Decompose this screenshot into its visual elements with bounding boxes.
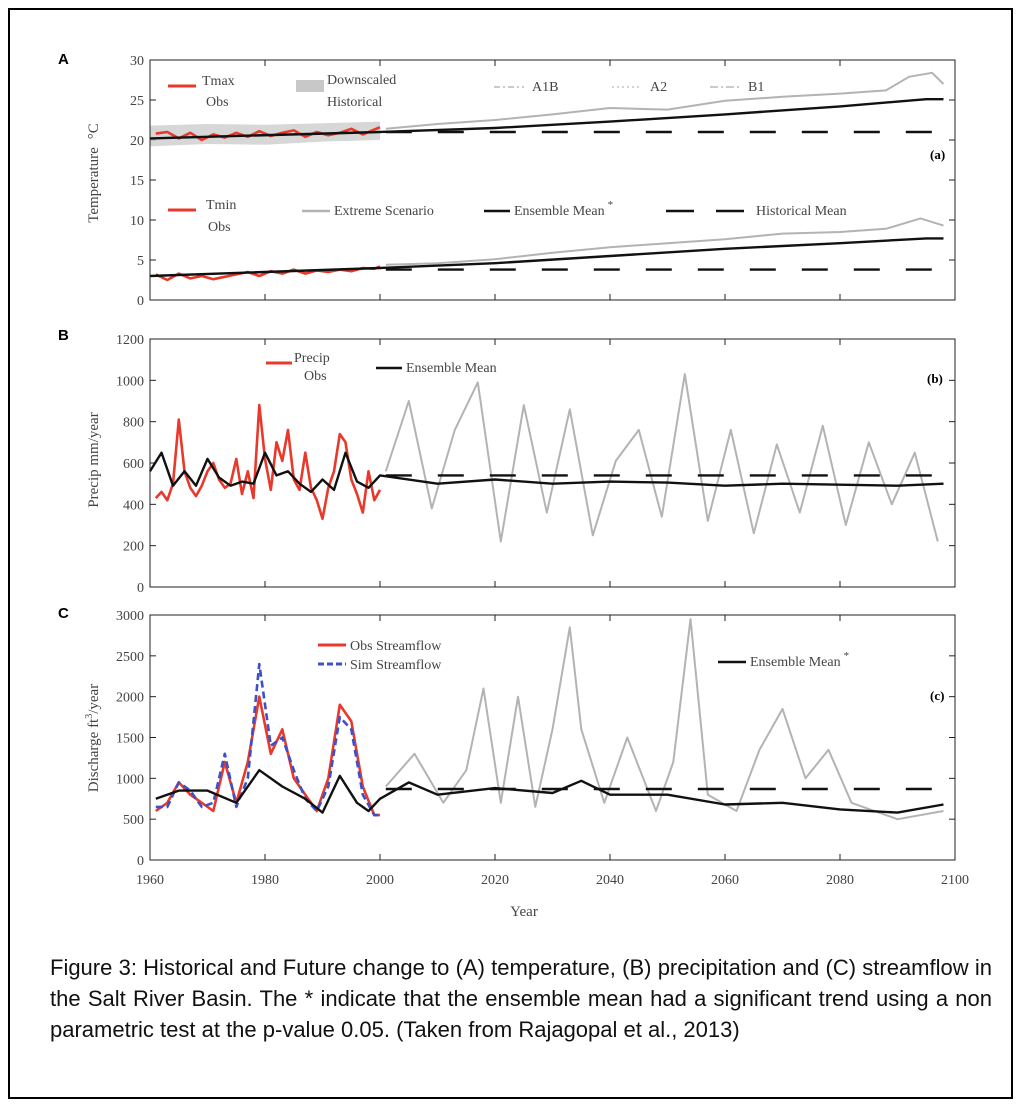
panel-b-letter: B [58,327,69,344]
panel-c-ylabel-sup: 3 [84,714,95,719]
legend-c-ensemble-star: * [844,650,850,662]
panel-a-lines [149,71,945,282]
panel-b-ytick-label: 400 [123,498,144,513]
panel-a-tag: (a) [930,147,945,162]
legend-obs-flow-label: Obs Streamflow [350,639,442,654]
panel-b-ytick-label: 0 [137,581,144,596]
panel-b-ylabel: Precip mm/year [86,412,102,507]
panel-b-tag: (b) [927,371,943,386]
panel-b-ytick-label: 200 [123,540,144,555]
panel-c-yticks: 0 500 1000 1500 2000 2500 3000 [116,609,955,869]
legend-b-ensemble-label: Ensemble Mean [406,361,497,376]
legend-ensemble-text: Ensemble Mean [514,204,605,219]
legend-tmax-label: Tmax [202,74,235,89]
series-tmax-extreme-scenario [385,71,945,130]
xtick-label: 2100 [941,873,969,888]
x-axis: 1960 1980 2000 2020 2040 2060 2080 2100 [136,60,969,888]
series-precip-obs [154,403,382,521]
x-axis-label: Year [510,904,538,920]
legend-tmin-label-2: Obs [208,220,231,235]
panel-c-ylabel-unit: /year [86,684,102,714]
panel-a-ytick-label: 10 [130,214,144,229]
legend-downscaled-label-2: Historical [327,95,382,110]
series-obs-streamflow [155,695,380,817]
panel-c-ytick-label: 1500 [116,732,144,747]
panel-c-lines [155,618,944,821]
legend-ensemble-label: Ensemble Mean * [514,199,613,219]
legend-historical-label: Historical Mean [756,204,847,219]
panel-c: C (c) Discharge ft3/year 0 500 1000 1500 200… [58,605,956,869]
panel-c-ytick-label: 500 [123,813,144,828]
panel-c-tag: (c) [930,688,944,703]
panel-c-letter: C [58,605,69,622]
panel-b-ytick-label: 600 [123,457,144,472]
panel-b-yticks: 0 200 400 600 800 1000 1200 [116,333,955,596]
panel-b-ytick-label: 1000 [116,374,144,389]
series-streamflow-extreme-scenario [385,618,944,821]
panel-a-frame [149,59,956,301]
legend-c-ensemble-label: Ensemble Mean * [750,650,849,670]
panel-b-ytick-label: 1200 [116,333,144,348]
panel-a-letter: A [58,51,69,68]
panel-c-ylabel-main: Discharge ft [86,718,102,792]
panel-a-ytick-label: 15 [130,174,144,189]
series-sim-streamflow [155,662,380,817]
legend-tmax-label-2: Obs [206,95,229,110]
series-streamflow-ensemble-mean [155,769,944,814]
xtick-label: 1960 [136,873,164,888]
legend-extreme-label: Extreme Scenario [334,204,434,219]
xtick-label: 1980 [251,873,279,888]
xtick-label: 2000 [366,873,394,888]
panel-a-legend: Tmax Obs Downscaled Historical A1B A2 B1… [168,73,847,235]
panel-a-ytick-label: 0 [137,294,144,309]
xtick-label: 2060 [711,873,739,888]
panel-a-ylabel-unit: °C [86,123,102,139]
legend-a1b-label: A1B [532,80,558,95]
panel-a-ylabel: Temperature °C [86,123,102,223]
series-tmax-ensemble-mean [149,97,944,140]
figure-caption: Figure 3: Historical and Future change t… [50,955,992,1042]
legend-downscaled-label: Downscaled [327,73,396,88]
panel-c-ytick-label: 2000 [116,691,144,706]
legend-sim-flow-label: Sim Streamflow [350,658,442,673]
legend-precip-label-2: Obs [304,369,327,384]
panel-c-ytick-label: 1000 [116,772,144,787]
panel-c-ylabel: Discharge ft3/year [84,684,102,792]
panel-c-ytick-label: 0 [137,854,144,869]
legend-tmin-label: Tmin [206,198,236,213]
panel-a-ytick-label: 20 [130,134,144,149]
panel-b-lines [148,373,944,543]
series-precip-extreme-scenario [384,373,939,543]
xtick-label: 2040 [596,873,624,888]
panel-c-ytick-label: 2500 [116,650,144,665]
series-tmin-ensemble-mean [149,237,944,278]
legend-b1-label: B1 [748,80,764,95]
legend-precip-label: Precip [294,351,330,366]
figure-frame [8,8,1013,1099]
panel-a-ytick-label: 25 [130,94,144,109]
panel-c-frame [149,614,956,861]
panel-a-ytick-label: 5 [137,254,144,269]
xtick-label: 2020 [481,873,509,888]
legend-ensemble-star: * [608,199,614,211]
panel-a-ylabel-main: Temperature [86,147,102,223]
panel-c-legend: Obs Streamflow Sim Streamflow Ensemble M… [318,639,849,673]
panel-c-ytick-label: 3000 [116,609,144,624]
legend-a2-label: A2 [650,80,667,95]
panel-a-ytick-label: 30 [130,54,144,69]
legend-downscaled-swatch [296,80,324,92]
legend-c-ensemble-text: Ensemble Mean [750,655,841,670]
series-precip-ensemble-mean [148,451,944,494]
panel-b-frame [149,338,956,588]
panel-b-legend: Precip Obs Ensemble Mean [266,351,497,384]
panel-a: A (a) Temperature °C 0 5 10 15 20 25 30 Tmax Ob… [58,51,956,309]
panel-b: B (b) Precip mm/year 0 200 400 600 800 1000 12… [58,327,956,596]
series-tmin-extreme-scenario [385,217,944,266]
panel-b-ytick-label: 800 [123,416,144,431]
xtick-label: 2080 [826,873,854,888]
